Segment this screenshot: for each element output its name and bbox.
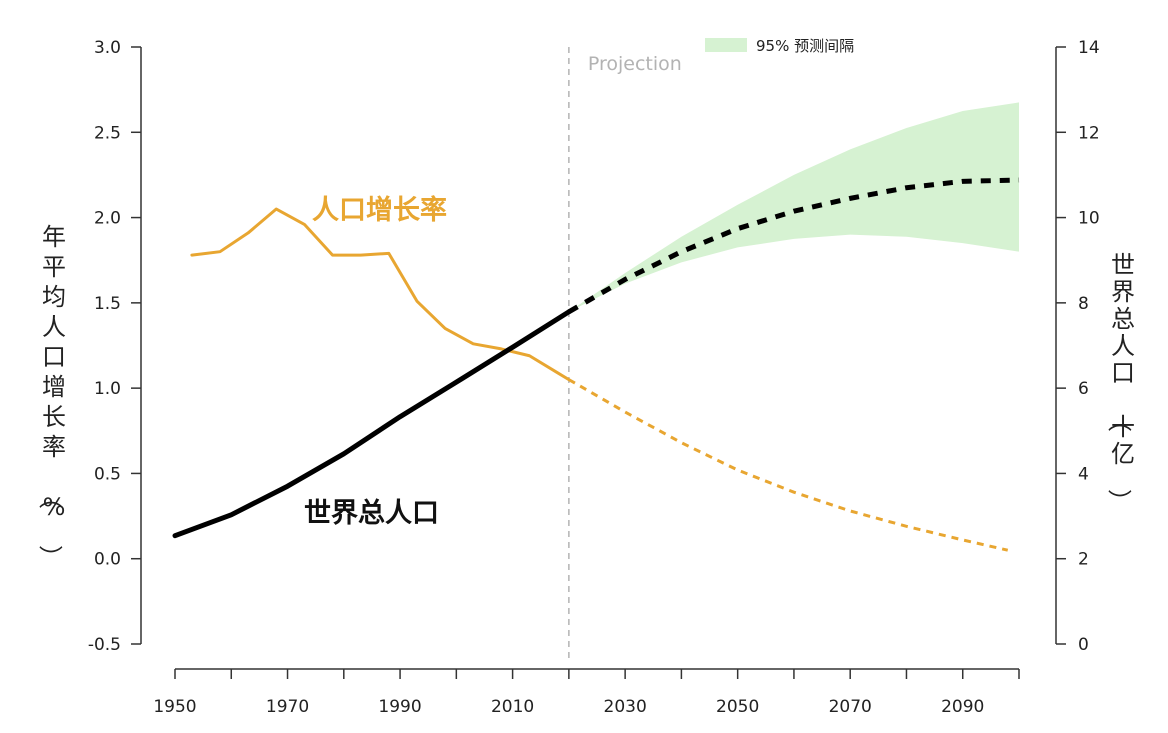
right-tick-label: 4 [1078,464,1089,484]
population-series-label: 世界总人口 [304,498,439,529]
legend: 95% 预测间隔 [705,37,854,55]
right-axis-title: 世界总人口（十亿） [1105,251,1135,513]
left-tick-label: 3.0 [94,38,121,58]
population-observed-line [172,309,572,539]
right-tick-label: 8 [1078,294,1089,314]
x-tick-label: 2010 [491,697,534,717]
x-tick-label: 2050 [716,697,759,717]
right-tick-label: 10 [1078,209,1100,229]
right-tick-label: 0 [1078,635,1089,655]
prediction-interval-band [568,102,1019,312]
x-tick-label: 1990 [378,697,421,717]
legend-band-label: 95% 预测间隔 [756,37,854,55]
x-tick-label: 1950 [153,697,196,717]
left-tick-label: 0.5 [94,464,121,484]
left-tick-label: 0.0 [94,550,121,570]
left-axis-title: 年平均人口增长率（%） [36,223,66,569]
x-tick-label: 2090 [941,697,984,717]
growth-rate-observed-line [190,207,571,382]
left-tick-label: -0.5 [88,635,121,655]
growth-rate-projected-line [568,378,1009,552]
left-tick-label: 1.5 [94,294,121,314]
projection-label: Projection [588,53,682,75]
left-tick-label: 1.0 [94,379,121,399]
left-tick-label: 2.5 [94,123,121,143]
x-tick-label: 1970 [266,697,309,717]
growth-rate-series-label: 人口增长率 [312,194,447,226]
right-tick-label: 14 [1078,38,1100,58]
axes [140,47,1057,670]
left-tick-label: 2.0 [94,209,121,229]
x-tick-label: 2030 [604,697,647,717]
x-tick-label: 2070 [829,697,872,717]
right-tick-label: 6 [1078,379,1089,399]
population-projected-line [567,177,1020,314]
right-tick-label: 2 [1078,550,1089,570]
right-tick-label: 12 [1078,123,1100,143]
legend-band-swatch [705,38,747,52]
